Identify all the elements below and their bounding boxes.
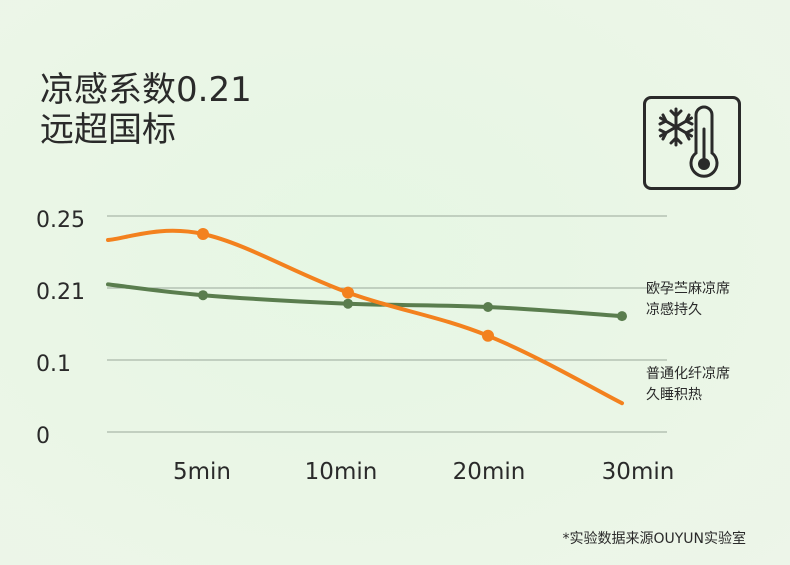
x-tick-label: 10min	[305, 459, 378, 485]
headline-line-2: 远超国标	[40, 110, 176, 150]
series-line-ordinary	[106, 228, 624, 406]
data-point-ouyun	[617, 311, 627, 322]
headline-line-1: 凉感系数0.21	[40, 70, 252, 110]
x-tick-label: 30min	[602, 459, 675, 485]
y-axis-ticks: 0.25 0.21 0.1 0	[36, 208, 85, 449]
y-tick-label: 0.21	[36, 280, 85, 305]
data-point-ouyun	[343, 298, 353, 309]
legend: 欧孕苎麻凉席 凉感持久 普通化纤凉席 久睡积热	[646, 281, 730, 403]
legend-ordinary-line-2: 久睡积热	[646, 387, 702, 403]
legend-ouyun-line-2: 凉感持久	[646, 301, 702, 318]
y-tick-label: 0.25	[36, 208, 85, 233]
data-point-ouyun	[198, 290, 208, 301]
snowflake-thermometer-icon	[643, 96, 741, 190]
grid	[107, 215, 667, 433]
data-point-ordinary	[342, 286, 354, 299]
y-tick-label: 0	[36, 424, 50, 449]
footnote: *实验数据来源OUYUN实验室	[562, 531, 746, 547]
legend-ordinary-line-1: 普通化纤凉席	[646, 366, 730, 382]
x-tick-label: 20min	[453, 459, 526, 485]
data-point-ouyun	[483, 301, 493, 312]
series-ouyun	[106, 282, 627, 322]
series-ordinary	[106, 228, 624, 406]
headline: 凉感系数0.21 远超国标	[40, 70, 252, 150]
data-point-ordinary	[197, 228, 209, 240]
x-tick-label: 5min	[173, 459, 231, 485]
x-axis-ticks: 5min 10min 20min 30min	[173, 459, 674, 485]
legend-ouyun-line-1: 欧孕苎麻凉席	[646, 281, 730, 297]
y-tick-label: 0.1	[36, 352, 71, 377]
data-point-ordinary	[482, 329, 494, 342]
